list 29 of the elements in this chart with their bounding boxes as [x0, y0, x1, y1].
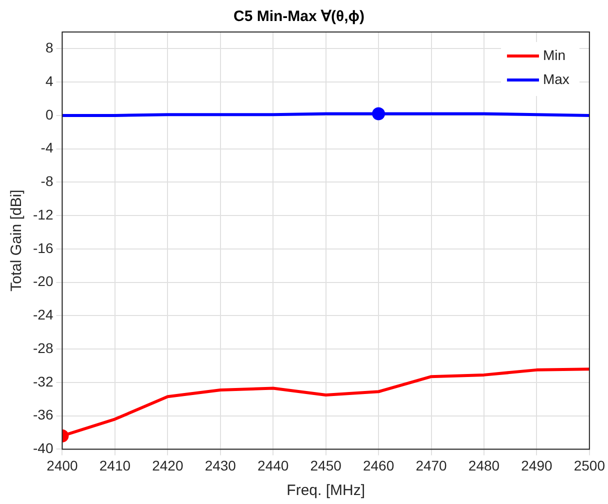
y-tick-label: 4	[45, 72, 54, 89]
x-tick-label: 2500	[574, 457, 606, 474]
y-tick-label: 8	[45, 40, 54, 56]
x-tick-label: 2410	[99, 457, 131, 474]
y-tick-label: -36	[33, 406, 54, 423]
legend-label: Min	[542, 46, 566, 63]
y-tick-label: 0	[45, 106, 54, 122]
y-tick-label: -12	[33, 206, 54, 222]
y-tick-label: -16	[33, 240, 54, 256]
y-tick-label: -20	[33, 273, 54, 290]
x-tick-label: 2400	[46, 457, 78, 474]
y-tick-label: -32	[33, 373, 54, 390]
x-tick-label: 2420	[152, 457, 184, 474]
y-axis-title: Total Gain [dBi]	[8, 190, 26, 292]
x-tick-label: 2430	[204, 457, 236, 474]
x-tick-label: 2440	[258, 457, 289, 474]
y-tick-label: -24	[33, 306, 54, 323]
x-tick-label: 2490	[521, 457, 552, 474]
x-tick-label: 2480	[468, 457, 500, 474]
legend-label: Max	[542, 70, 570, 87]
chart-title: C5 Min-Max ∀(θ,ϕ)	[233, 8, 365, 26]
y-tick-label: -4	[40, 140, 54, 156]
y-tick-label: -8	[40, 173, 54, 190]
y-tick-label: -28	[33, 340, 54, 356]
x-axis-title: Freq. [MHz]	[286, 482, 366, 500]
x-tick-label: 2470	[416, 457, 448, 474]
x-tick-label: 2460	[362, 457, 394, 474]
y-tick-label: -40	[33, 440, 54, 456]
x-tick-label: 2450	[310, 457, 342, 474]
